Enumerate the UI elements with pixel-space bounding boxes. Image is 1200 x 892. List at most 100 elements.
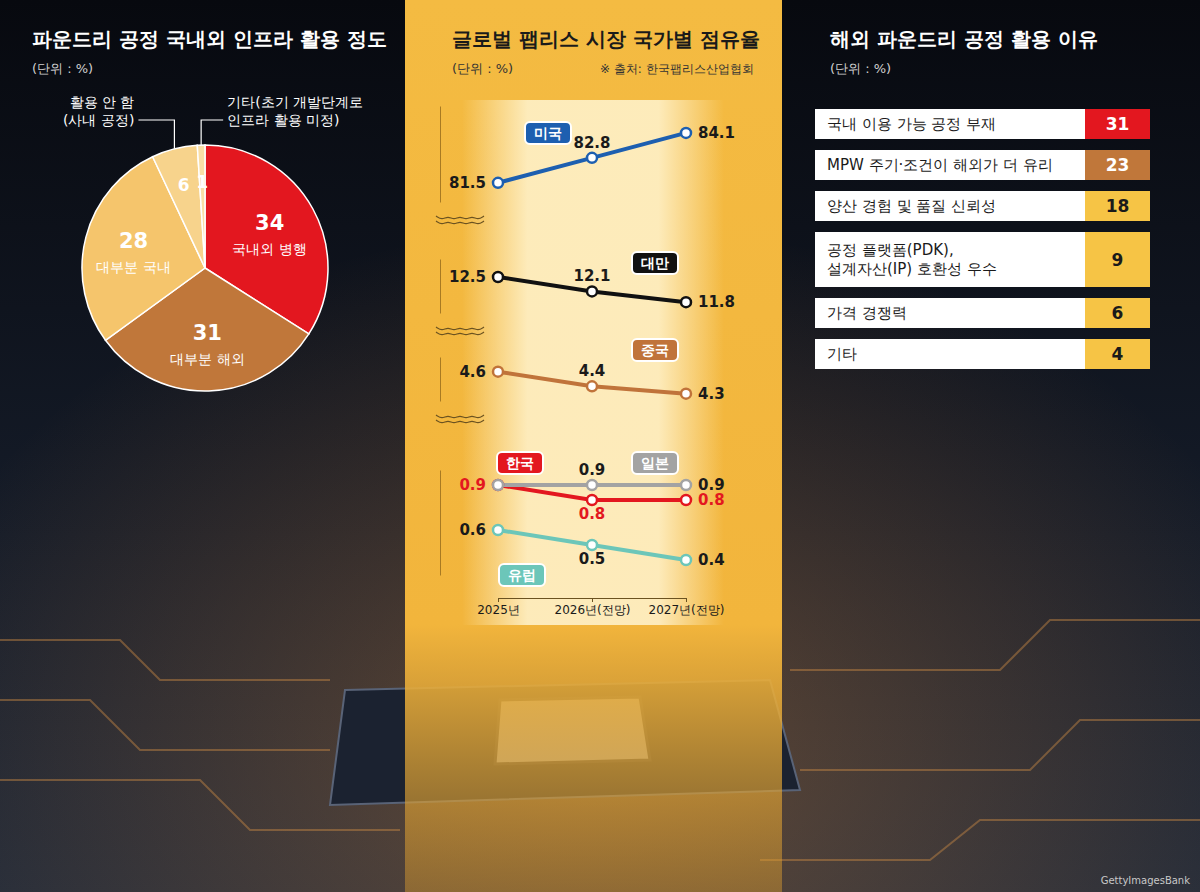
row-value: 9 (1112, 250, 1124, 270)
panel-highlight (462, 100, 724, 625)
row-label: 양산 경험 및 품질 신뢰성 (827, 197, 996, 215)
circuit-trace (800, 720, 1200, 770)
value-cell (1085, 298, 1150, 328)
y-axis-line (440, 107, 441, 203)
slices (82, 145, 328, 391)
data-point (681, 297, 691, 307)
pie-labels: 34국내외 병행31대부분 해외28대부분 국내6활용 안 함(사내 공정)1기… (63, 94, 363, 367)
label-cell (815, 298, 1085, 328)
data-point (493, 272, 503, 282)
data-point (587, 286, 597, 296)
line-marks (493, 128, 691, 188)
table-row: 기타4 (815, 339, 1150, 369)
data-label: 0.6 (459, 521, 486, 539)
axis-break (436, 415, 484, 418)
legend-label: 대만 (641, 255, 669, 271)
legend-box (525, 122, 571, 144)
leader-line (201, 120, 223, 145)
tick-label: 2026년(전망) (555, 603, 631, 617)
value-cell (1085, 232, 1150, 287)
category-label: 국내외 병행 (232, 241, 306, 257)
legend-box (632, 339, 678, 361)
axis-break (436, 420, 484, 423)
data-point (681, 128, 691, 138)
label-cell (815, 109, 1085, 139)
row-label: 국내 이용 가능 공정 부재 (827, 115, 996, 133)
data-label: 12.5 (449, 268, 486, 286)
circuit-trace (0, 700, 330, 750)
legend-item: 대만 (632, 252, 678, 274)
x-axis: 2025년 2026년(전망) 2027년(전망) (477, 598, 724, 617)
y-axis (440, 471, 441, 576)
legend: 중국 (632, 339, 678, 361)
data-label: 0.4 (698, 551, 725, 569)
axis-break (436, 327, 484, 330)
table-row: 양산 경험 및 품질 신뢰성 18 (815, 191, 1150, 221)
data-label: 1 (196, 172, 208, 192)
y-axis (440, 107, 441, 203)
data-point (681, 389, 691, 399)
legend-item: 중국 (632, 339, 678, 361)
table-row: 공정 플랫폼(PDK),설계자산(IP) 호환성 우수 9 (815, 232, 1150, 287)
value-cell (1085, 339, 1150, 369)
data-label: 4.6 (459, 363, 486, 381)
panel-background (405, 0, 782, 892)
leader-line (138, 120, 174, 149)
row-value: 23 (1106, 155, 1130, 175)
table-row: 국내 이용 가능 공정 부재 31 (815, 109, 1150, 139)
tick-label: 2025년 (477, 603, 520, 617)
label-cell (815, 232, 1085, 287)
data-label: 0.8 (579, 505, 606, 523)
y-axis-line (440, 471, 441, 576)
data-labels: 81.582.884.1 (449, 124, 735, 192)
legend-box (632, 452, 678, 474)
data-point (587, 540, 597, 550)
value-cell (1085, 191, 1150, 221)
y-axis (440, 260, 441, 314)
line-panel (436, 107, 691, 224)
data-label: 4.3 (698, 385, 725, 403)
row-value: 31 (1106, 114, 1130, 134)
label-cell (815, 191, 1085, 221)
category-label: 대부분 국내 (96, 259, 170, 275)
subtitle: (단위 : %) (452, 61, 513, 76)
data-label: 82.8 (573, 134, 610, 152)
data-point (493, 525, 503, 535)
axis-break (436, 221, 484, 224)
row-value: 6 (1112, 303, 1124, 323)
annotation: ※ 출처: 한국팹리스산업협회 (600, 62, 754, 76)
legend-box (497, 452, 543, 474)
legend-item: 미국 (525, 122, 571, 144)
data-label: 12.1 (573, 267, 610, 285)
title: 파운드리 공정 국내외 인프라 활용 정도 (32, 27, 387, 51)
row-label: 공정 플랫폼(PDK),설계자산(IP) 호환성 우수 (827, 241, 997, 278)
data-label: 81.5 (449, 174, 486, 192)
data-label: 4.4 (579, 362, 606, 380)
data-labels: 4.6 4.4 4.3 (459, 362, 724, 402)
value-cell (1085, 109, 1150, 139)
line-panel (436, 358, 691, 423)
page: 파운드리 공정 국내외 인프라 활용 정도(단위 : %)34국내외 병행31대… (0, 0, 1200, 892)
data-label: 11.8 (698, 293, 735, 311)
subtitle: (단위 : %) (32, 61, 93, 76)
subtitle: (단위 : %) (830, 61, 891, 76)
legend-label: 일본 (641, 455, 669, 471)
y-axis-line (440, 358, 441, 402)
label-cell (815, 339, 1085, 369)
legend: 미국 (525, 122, 571, 144)
row-value: 18 (1106, 196, 1130, 216)
data-label: 28 (119, 229, 148, 253)
pie-slice (82, 157, 205, 341)
table: 국내 이용 가능 공정 부재 31 MPW 주기·조건이 해외가 더 유리23 양산 … (815, 109, 1150, 369)
circuit-trace (790, 620, 1200, 670)
category-label: 활용 안 함(사내 공정) (63, 94, 134, 128)
legend-item: 일본 (632, 452, 678, 474)
table-row: MPW 주기·조건이 해외가 더 유리23 (815, 150, 1150, 180)
tick: 2027년(전망) (649, 598, 725, 617)
tick-mark (592, 598, 593, 602)
tick: 2026년(전망) (555, 598, 631, 617)
legend-label: 유럽 (508, 567, 536, 583)
pie-slice (153, 145, 205, 268)
background-glow (0, 0, 1200, 892)
y-axis (440, 358, 441, 402)
